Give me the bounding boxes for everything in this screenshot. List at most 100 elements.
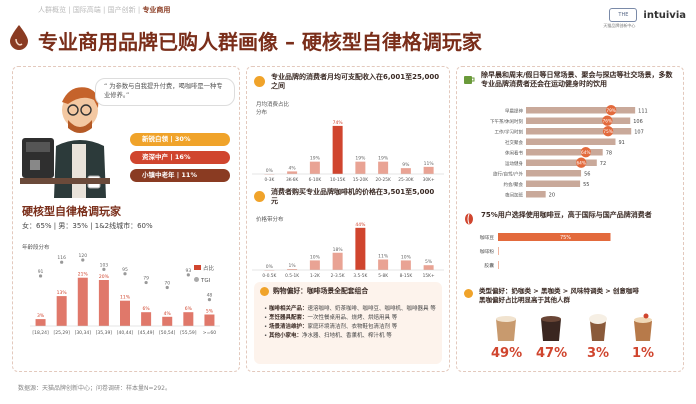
age-tgi-label: 48 (207, 293, 213, 299)
bullet-icon (464, 289, 473, 298)
bullet-icon (254, 76, 265, 87)
age-chart: 3% 91 [18,24] 13% 116 [25,29] 21% 120 [30,34] 20%… (30, 253, 220, 336)
age-tgi-dot (186, 273, 190, 277)
list-item: • 烹饪器具配套：一次性餐桌用品、烧烤、烘焙用具 等 (264, 315, 398, 321)
creative-coffee-icon (634, 313, 652, 341)
price-bar-label: 44% (355, 222, 366, 228)
scene-badge (576, 157, 587, 168)
milk-coffee-icon (496, 316, 516, 341)
scene-tick-label: 运动健身 (505, 160, 523, 167)
income-tick-label: 6-10K (309, 177, 322, 183)
type-pref-title: 类型偏好：奶咖类 > 黑咖类 > 风味特调类 > 创意咖啡 黑咖偏好占比明显高于… (479, 287, 679, 305)
scene-bar (526, 149, 603, 156)
tag-value: 30% (174, 135, 191, 143)
income-bar-label: 0% (266, 168, 274, 174)
scene-value-label: 91 (618, 140, 624, 146)
age-tgi-dot (165, 285, 169, 290)
income-bar (378, 161, 389, 174)
age-tick-label: [45,49] (138, 330, 155, 336)
income-bar-label: 19% (355, 156, 366, 162)
scene-tick-label: 夜间加班 (505, 192, 523, 199)
price-title: 消费者购买专业品牌咖啡机的价格在3,501至5,000元 (271, 188, 435, 205)
age-tick-label: [50,54] (159, 330, 176, 336)
coffee-drop-icon (10, 25, 28, 50)
price-bar-label: 10% (401, 254, 412, 260)
income-bar (423, 166, 434, 174)
age-chart-title: 年龄段分布 (22, 245, 50, 251)
income-bar-label: 9% (402, 162, 410, 168)
bean-bar-label: 75% (560, 235, 571, 241)
age-tick-label: [30,34] (75, 330, 92, 336)
crumb-1[interactable]: 人群概览 (38, 6, 66, 14)
age-bar-label: 11% (120, 295, 131, 301)
age-tgi-label: 120 (78, 253, 87, 259)
scene-tick-label: 早晨提神 (505, 108, 523, 115)
bullet-icon (260, 287, 269, 296)
age-bar-label: 20% (99, 274, 110, 280)
bean-bar (498, 233, 611, 241)
price-bar (309, 260, 320, 270)
income-bar-label: 74% (333, 120, 344, 126)
price-bar-label: 5% (425, 259, 433, 265)
price-tick-label: 0-0.5K (262, 273, 276, 279)
scene-value-label: 107 (634, 130, 644, 136)
income-bar-label: 19% (378, 156, 389, 162)
list-item: • 场景清洁维护：家庭环境清洁剂、衣物鞋包清洁剂 等 (264, 324, 398, 330)
scene-bar (526, 107, 636, 114)
age-tick-label: [25,29] (53, 330, 70, 336)
age-tick-label: [35,39] (96, 330, 113, 336)
price-axis-title: 价格带分布 (256, 217, 284, 223)
scene-bar (526, 128, 632, 135)
creative-coffee-pct: 1% (631, 346, 655, 361)
age-tgi-label: 93 (185, 268, 191, 274)
tag-senior-middle-class: 资深中产 | 16% (130, 151, 230, 164)
crumb-current[interactable]: 专业商用 (142, 6, 171, 14)
price-chart: 0% 0-0.5K 1% 0.5-1K 10% 1-2K 18% 2-3.5K 44% 3.5-5… (252, 222, 444, 279)
shopping-pref-box (254, 282, 442, 364)
legend-tgi-label: TGI (201, 278, 211, 284)
crumb-2[interactable]: 国际高端 (72, 6, 101, 14)
scene-tick-label: 社交聚会 (505, 139, 523, 146)
age-bar-label: 6% (143, 306, 151, 312)
scene-bar (526, 180, 581, 187)
age-bar-label: 5% (206, 309, 214, 315)
scene-badge-label: 76% (603, 119, 613, 125)
price-tick-label: 5-8K (378, 273, 388, 279)
scene-value-label: 20 (549, 193, 555, 199)
age-bar (77, 277, 88, 326)
scene-tick-label: 下午茶/休闲时刻 (490, 118, 524, 125)
income-tick-label: 10-15K (330, 177, 345, 183)
price-bar (287, 269, 298, 270)
scene-value-label: 106 (633, 119, 643, 125)
shopping-pref-list: • 咖啡相关产品：速溶咖啡、奶茶咖啡、咖啡豆、咖啡机、咖啡器具 等 • 烹饪器具… (264, 305, 440, 341)
tag-label: 资深中产 (142, 153, 168, 161)
scene-chart: 早晨提神 111 79% 下午茶/休闲时刻 106 76% 工作/学习时刻 107 75% 社交聚… (490, 105, 648, 199)
age-tgi-dot (207, 298, 212, 302)
price-tick-label: 3.5-5K (353, 273, 367, 279)
scene-bar (526, 191, 546, 198)
bean-bar (498, 261, 499, 269)
crumb-3[interactable]: 国产创新 (107, 6, 136, 14)
age-bar-label: 3% (37, 313, 45, 319)
scene-tick-label: 旅行/自驾/户外 (493, 171, 524, 178)
black-coffee-pct: 47% (536, 346, 568, 361)
data-source: 数据源：天猫品牌创新中心；问卷调研：样本量N=292。 (18, 385, 171, 392)
legend-tgi: TGI (194, 277, 210, 284)
scene-tick-label: 约会/聚会 (503, 181, 523, 188)
age-tgi-dot (60, 260, 64, 264)
income-bar (332, 125, 343, 174)
scene-badge (580, 147, 592, 158)
age-tick-label: [55,59] (180, 330, 197, 336)
age-tgi-dot (38, 274, 43, 278)
age-bar (98, 280, 109, 326)
price-bar (332, 252, 343, 270)
age-tgi-label: 95 (122, 267, 128, 273)
scene-value-label: 78 (606, 151, 612, 157)
income-axis-title: 月均消费占比分布 (256, 102, 290, 116)
price-tick-label: 8-15K (400, 273, 413, 279)
income-tick-label: 30K+ (423, 177, 435, 183)
income-bar (309, 161, 320, 174)
age-tgi-label: 79 (143, 276, 149, 282)
scene-bar (526, 159, 597, 166)
